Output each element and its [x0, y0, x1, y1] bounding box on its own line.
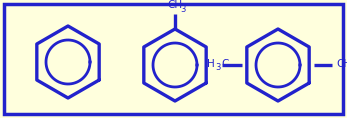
Text: CH: CH	[336, 59, 347, 69]
Text: 3: 3	[180, 4, 186, 13]
Text: 3: 3	[215, 63, 221, 72]
Text: H: H	[207, 59, 215, 69]
Text: 3: 3	[346, 63, 347, 72]
FancyBboxPatch shape	[4, 4, 343, 114]
Text: C: C	[221, 59, 228, 69]
Text: CH: CH	[168, 0, 183, 10]
